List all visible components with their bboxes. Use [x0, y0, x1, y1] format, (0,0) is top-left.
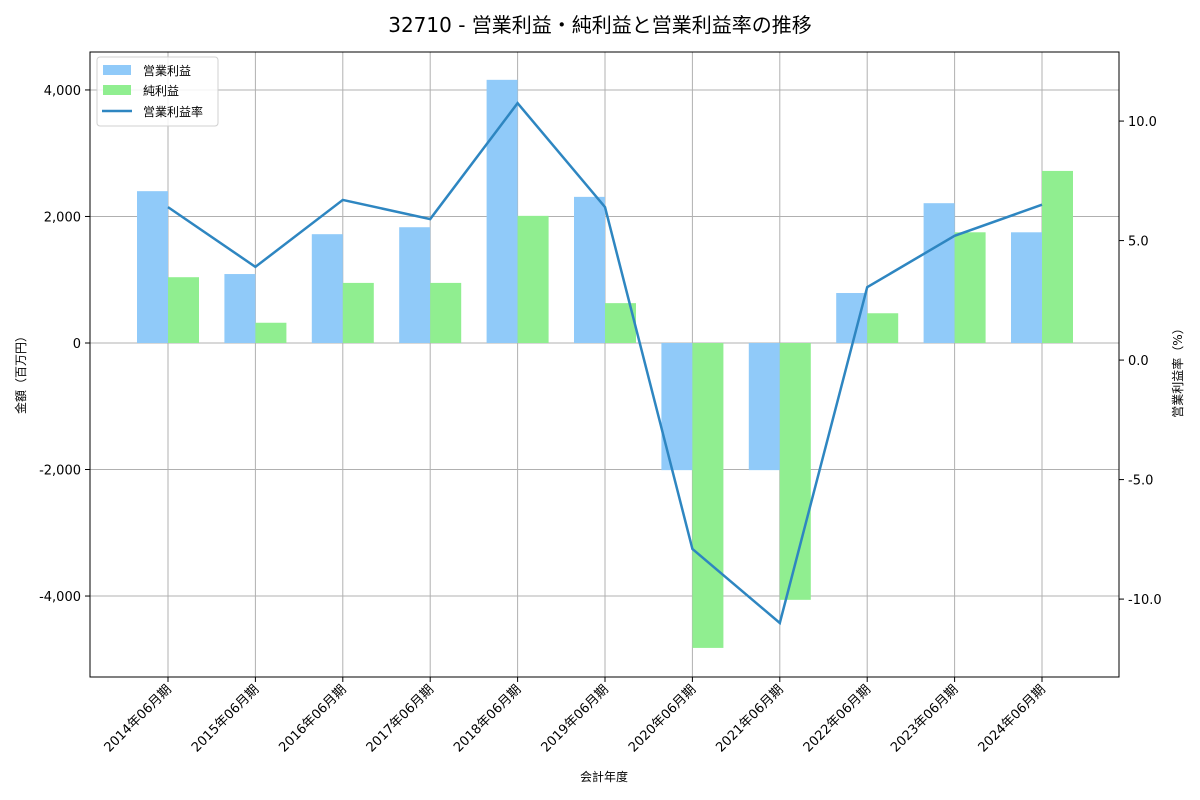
x-tick-label: 2015年06月期: [189, 682, 262, 755]
bar-operating-profit: [486, 79, 518, 343]
x-tick-label: 2022年06月期: [801, 682, 874, 755]
y2-tick-label: -10.0: [1128, 593, 1162, 608]
x-tick-label: 2019年06月期: [539, 682, 612, 755]
y-tick-label: -2,000: [39, 464, 81, 479]
bar-net-profit: [168, 277, 199, 343]
line-operating-margin: [167, 101, 1043, 626]
y-tick-label: 4,000: [44, 84, 81, 99]
x-tick-label: 2023年06月期: [888, 682, 961, 755]
y2-tick-label: 5.0: [1128, 235, 1149, 250]
y-tick-label: 0: [73, 337, 81, 352]
bar-net-profit: [342, 282, 374, 343]
x-axis-label: 会計年度: [580, 769, 628, 784]
legend-label: 営業利益率: [143, 104, 203, 119]
bar-net-profit: [430, 282, 462, 343]
legend-swatch: [103, 85, 131, 95]
bar-net-profit: [692, 342, 724, 648]
bar-operating-profit: [137, 191, 168, 343]
y-axis-label: 金額（百万円）: [13, 330, 28, 414]
bar-series: [137, 79, 1073, 648]
grid-lines: [90, 52, 1119, 677]
left-y-axis: -4,000 -2,000 0 2,000 4,000: [39, 84, 90, 605]
x-tick-label: 2018年06月期: [451, 682, 524, 755]
y2-tick-label: 10.0: [1128, 115, 1157, 130]
bar-net-profit: [517, 215, 549, 343]
legend-label: 営業利益: [143, 64, 191, 78]
x-tick-label: 2020年06月期: [626, 682, 699, 755]
x-tick-label: 2021年06月期: [713, 682, 786, 755]
bar-operating-profit: [1011, 232, 1042, 343]
line-series: [167, 101, 1043, 626]
bar-operating-profit: [399, 227, 431, 343]
bar-net-profit: [255, 322, 287, 343]
bar-net-profit: [1042, 170, 1073, 343]
bar-operating-profit: [836, 293, 868, 343]
y2-axis-label: 営業利益率（%）: [1170, 322, 1185, 417]
x-axis: 2014年06月期 2015年06月期 2016年06月期 2017年06月期 2018…: [102, 677, 1049, 756]
bar-operating-profit: [311, 234, 343, 343]
x-tick-label: 2017年06月期: [364, 682, 437, 755]
y-tick-label: -4,000: [39, 590, 81, 605]
bar-operating-profit: [748, 342, 780, 471]
bar-net-profit: [867, 313, 899, 343]
y2-tick-label: 0.0: [1128, 354, 1149, 369]
legend-label: 純利益: [143, 84, 179, 98]
bar-operating-profit: [661, 342, 693, 471]
y-tick-label: 2,000: [44, 210, 81, 225]
bar-operating-profit: [574, 196, 605, 343]
right-y-axis: -10.0 -5.0 0.0 5.0 10.0: [1119, 115, 1162, 608]
chart-title: 32710 - 営業利益・純利益と営業利益率の推移: [388, 13, 812, 37]
bar-operating-profit: [923, 203, 955, 343]
x-tick-label: 2014年06月期: [102, 682, 175, 755]
bar-net-profit: [954, 232, 986, 343]
x-tick-label: 2016年06月期: [276, 682, 349, 755]
bar-operating-profit: [224, 274, 256, 343]
legend-swatch: [103, 65, 131, 75]
bar-net-profit: [779, 342, 811, 600]
x-tick-label: 2024年06月期: [976, 682, 1049, 755]
y2-tick-label: -5.0: [1128, 474, 1153, 489]
